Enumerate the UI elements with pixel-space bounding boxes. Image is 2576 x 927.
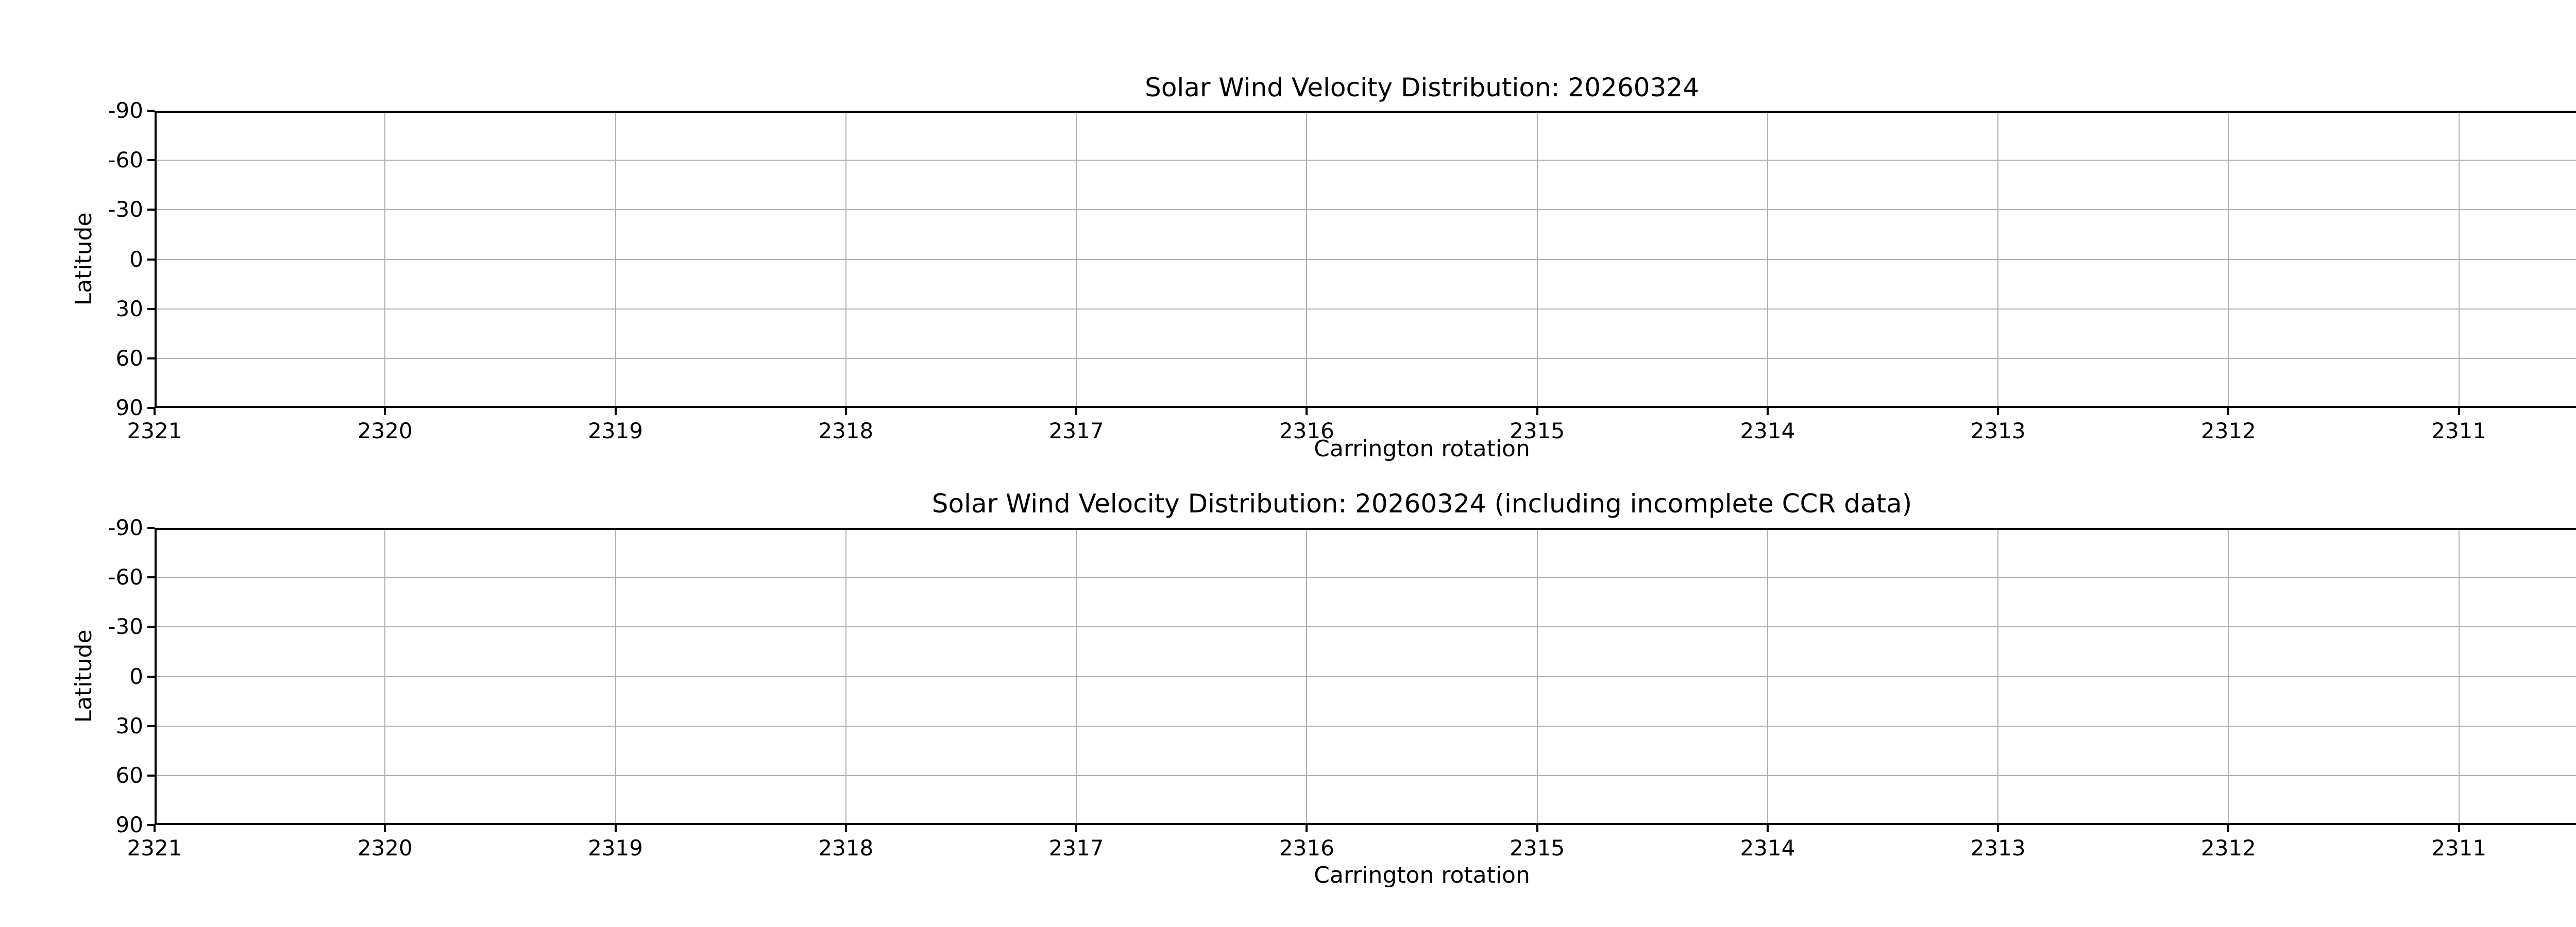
panel1-xaxis-label: Carrington rotation: [1314, 436, 1530, 462]
y-tick-label: 30: [115, 713, 143, 739]
x-tick-label: 2311: [2431, 418, 2487, 443]
gridline-horizontal: [157, 160, 2576, 161]
y-tick-label: -30: [108, 614, 143, 640]
x-tick-label: 2318: [818, 835, 874, 861]
y-tick-mark: [147, 824, 155, 826]
x-tick-mark: [2227, 408, 2230, 415]
x-tick-label: 2320: [357, 835, 413, 861]
x-tick-mark: [614, 825, 617, 832]
x-tick-mark: [154, 825, 156, 832]
x-tick-label: 2313: [1970, 418, 2026, 443]
y-tick-mark: [147, 774, 155, 777]
x-tick-mark: [614, 408, 617, 415]
x-tick-mark: [2458, 408, 2460, 415]
gridline-horizontal: [157, 259, 2576, 260]
x-tick-label: 2315: [1510, 418, 1565, 443]
x-tick-label: 2321: [127, 835, 182, 861]
gridline-horizontal: [157, 725, 2576, 727]
x-tick-mark: [1075, 825, 1078, 832]
x-tick-label: 2317: [1048, 835, 1104, 861]
x-tick-label: 2314: [1740, 835, 1795, 861]
y-tick-label: 60: [115, 762, 143, 788]
x-tick-mark: [1306, 408, 1308, 415]
gridline-horizontal: [157, 209, 2576, 211]
x-tick-mark: [844, 825, 847, 832]
panel2-xaxis-label: Carrington rotation: [1314, 862, 1530, 888]
gridline-horizontal: [157, 626, 2576, 628]
x-tick-mark: [1997, 408, 1999, 415]
y-tick-mark: [147, 675, 155, 678]
panel1-title: Solar Wind Velocity Distribution: 202603…: [1145, 73, 1699, 102]
y-tick-mark: [147, 576, 155, 579]
x-tick-mark: [1075, 408, 1078, 415]
x-tick-mark: [1766, 408, 1769, 415]
y-tick-label: -90: [108, 98, 143, 123]
gridline-horizontal: [157, 775, 2576, 776]
y-tick-mark: [147, 357, 155, 359]
y-tick-mark: [147, 407, 155, 409]
gridline-horizontal: [157, 676, 2576, 677]
x-tick-label: 2319: [588, 418, 643, 443]
x-tick-label: 2321: [127, 418, 182, 443]
x-tick-label: 2312: [2201, 418, 2256, 443]
x-tick-mark: [1536, 825, 1538, 832]
x-tick-mark: [1766, 825, 1769, 832]
y-tick-mark: [147, 527, 155, 529]
y-tick-mark: [147, 725, 155, 727]
gridline-horizontal: [157, 357, 2576, 359]
x-tick-label: 2319: [588, 835, 643, 861]
y-tick-label: -90: [108, 515, 143, 540]
x-tick-label: 2313: [1970, 835, 2026, 861]
x-tick-label: 2315: [1510, 835, 1565, 861]
x-tick-mark: [1997, 825, 1999, 832]
x-tick-mark: [1306, 825, 1308, 832]
gridline-horizontal: [157, 308, 2576, 310]
x-tick-label: 2320: [357, 418, 413, 443]
x-tick-mark: [384, 825, 386, 832]
x-tick-mark: [2227, 825, 2230, 832]
panel2-title: Solar Wind Velocity Distribution: 202603…: [931, 489, 1912, 519]
x-tick-mark: [844, 408, 847, 415]
x-tick-mark: [154, 408, 156, 415]
y-tick-label: 0: [129, 246, 143, 272]
y-tick-mark: [147, 159, 155, 162]
y-tick-label: 60: [115, 345, 143, 371]
x-tick-label: 2312: [2201, 835, 2256, 861]
y-tick-mark: [147, 110, 155, 112]
x-tick-label: 2318: [818, 418, 874, 443]
y-tick-label: -60: [108, 564, 143, 590]
x-tick-label: 2311: [2431, 835, 2487, 861]
y-tick-label: 90: [115, 812, 143, 837]
y-tick-mark: [147, 209, 155, 211]
x-tick-mark: [1536, 408, 1538, 415]
y-tick-mark: [147, 307, 155, 310]
x-tick-mark: [384, 408, 386, 415]
x-tick-label: 2316: [1279, 835, 1334, 861]
y-tick-label: -60: [108, 147, 143, 173]
x-tick-label: 2314: [1740, 418, 1795, 443]
y-tick-label: -30: [108, 197, 143, 222]
y-tick-label: 90: [115, 395, 143, 420]
y-tick-mark: [147, 626, 155, 628]
x-tick-label: 2317: [1048, 418, 1104, 443]
x-tick-label: 2316: [1279, 418, 1334, 443]
gridline-horizontal: [157, 577, 2576, 578]
y-tick-label: 30: [115, 296, 143, 321]
x-tick-mark: [2458, 825, 2460, 832]
y-tick-label: 0: [129, 663, 143, 689]
y-tick-mark: [147, 258, 155, 261]
